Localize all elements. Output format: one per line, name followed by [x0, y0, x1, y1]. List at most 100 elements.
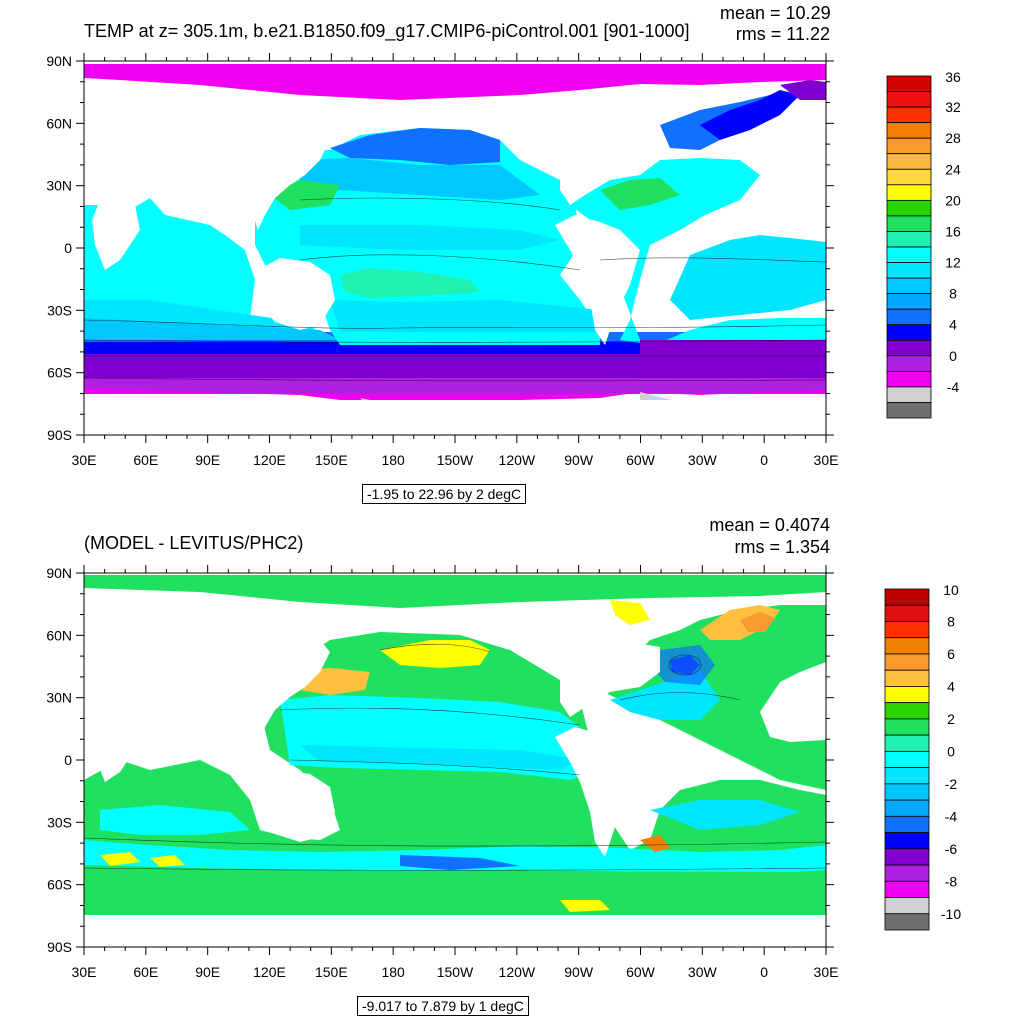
top-colorbar-swatch-2 [886, 106, 932, 124]
top-colorbar-swatch-6 [886, 168, 932, 186]
bottom-lon-label-0: 30E [72, 964, 97, 980]
bottom-colorbar-swatch-11 [884, 767, 930, 785]
top-colorbar-label-5: 16 [945, 223, 961, 239]
top-colorbar-label-6: 12 [945, 255, 961, 271]
top-lon-label-10: 30W [688, 452, 718, 468]
bottom-colorbar-swatch-1 [884, 604, 930, 622]
top-colorbar-swatch-3 [886, 122, 932, 139]
top-lat-label-3: 0 [64, 240, 72, 256]
bottom-colorbar-swatch-9 [884, 734, 930, 752]
bottom-colorbar-swatch-16 [884, 848, 930, 866]
bottom-colorbar-swatch-17 [884, 864, 930, 882]
bottom-lon-label-8: 90W [564, 964, 594, 980]
bottom-lon-label-7: 120W [499, 964, 536, 980]
bottom-lon-label-4: 150E [315, 964, 348, 980]
bottom-lon-label-1: 60E [133, 964, 158, 980]
bottom-colorbar-label-10: -10 [941, 906, 961, 922]
top-map [84, 61, 826, 435]
top-colorbar-swatch-21 [886, 402, 932, 419]
bottom-title: (MODEL - LEVITUS/PHC2) [84, 533, 304, 553]
top-colorbar-swatch-18 [886, 355, 932, 372]
top-colorbar-label-10: -4 [947, 379, 960, 395]
top-colorbar-swatch-14 [886, 293, 932, 310]
bottom-colorbar-label-1: 8 [947, 613, 955, 629]
bottom-lat-label-6: 90S [47, 939, 72, 955]
top-colorbar-swatch-9 [886, 215, 932, 232]
top-lat-label-6: 90S [47, 427, 72, 443]
top-colorbar-label-4: 20 [945, 192, 961, 208]
bottom-colorbar-swatch-10 [884, 750, 930, 769]
top-colorbar-label-7: 8 [949, 286, 957, 302]
bottom-colorbar-swatch-5 [884, 669, 930, 687]
bottom-colorbar: 10 8 6 4 2 0 -2 -4 -6 -8 -10 [884, 582, 961, 931]
top-colorbar-swatch-16 [886, 324, 932, 341]
top-lon-label-8: 90W [564, 452, 594, 468]
top-colorbar-label-1: 32 [945, 99, 961, 115]
bottom-colorbar-label-8: -6 [945, 841, 958, 857]
top-range-label: -1.95 to 22.96 by 2 degC [362, 484, 527, 504]
bottom-lat-label-0: 90N [46, 565, 72, 581]
top-mean: mean = 10.29 [720, 3, 831, 23]
top-colorbar-swatch-7 [886, 184, 932, 201]
bottom-map [84, 573, 826, 947]
bottom-colorbar-swatch-0 [884, 588, 930, 606]
top-lon-label-7: 120W [499, 452, 536, 468]
top-colorbar: 36 32 28 24 20 16 12 8 4 0 -4 [886, 69, 961, 419]
bottom-colorbar-swatch-19 [884, 897, 930, 915]
top-colorbar-swatch-12 [886, 262, 932, 279]
top-lon-label-5: 180 [381, 452, 405, 468]
bottom-colorbar-swatch-2 [884, 621, 930, 639]
top-colorbar-swatch-19 [886, 370, 932, 388]
top-lon-label-1: 60E [133, 452, 158, 468]
top-colorbar-swatch-1 [886, 91, 932, 108]
top-colorbar-label-9: 0 [949, 348, 957, 364]
bottom-colorbar-swatch-18 [884, 880, 930, 898]
top-colorbar-swatch-13 [886, 277, 932, 295]
top-lat-label-0: 90N [46, 53, 72, 69]
bottom-colorbar-label-0: 10 [943, 582, 959, 598]
bottom-range-label: -9.017 to 7.879 by 1 degC [357, 996, 529, 1016]
top-lat-label-1: 60N [46, 115, 72, 131]
bottom-colorbar-label-4: 2 [947, 711, 955, 727]
top-colorbar-label-2: 28 [945, 130, 961, 146]
bottom-lon-label-12: 30E [814, 964, 839, 980]
bottom-colorbar-swatch-13 [884, 799, 930, 817]
bottom-lon-label-9: 60W [626, 964, 656, 980]
top-colorbar-swatch-11 [886, 246, 932, 263]
bottom-lon-label-6: 150W [437, 964, 474, 980]
bottom-colorbar-label-5: 0 [947, 743, 955, 759]
top-lon-label-2: 90E [195, 452, 220, 468]
top-lon-label-11: 0 [760, 452, 768, 468]
top-colorbar-swatch-15 [886, 308, 932, 326]
bottom-colorbar-swatch-12 [884, 783, 930, 801]
bottom-colorbar-label-2: 6 [947, 646, 955, 662]
top-lat-label-4: 30S [47, 302, 72, 318]
bottom-colorbar-swatch-14 [884, 815, 930, 833]
bottom-colorbar-swatch-15 [884, 832, 930, 850]
bottom-colorbar-label-7: -4 [945, 808, 958, 824]
bottom-lon-label-3: 120E [253, 964, 286, 980]
bottom-lat-label-1: 60N [46, 627, 72, 643]
top-colorbar-swatch-8 [886, 199, 932, 217]
bottom-colorbar-swatch-20 [884, 913, 930, 931]
top-colorbar-label-8: 4 [949, 317, 957, 333]
top-lon-label-3: 120E [253, 452, 286, 468]
top-title: TEMP at z= 305.1m, b.e21.B1850.f09_g17.C… [84, 21, 690, 41]
bottom-lon-label-11: 0 [760, 964, 768, 980]
top-lat-label-2: 30N [46, 178, 72, 194]
bottom-colorbar-swatch-7 [884, 702, 930, 720]
top-colorbar-swatch-17 [886, 339, 932, 357]
bottom-lat-label-2: 30N [46, 690, 72, 706]
bottom-colorbar-label-9: -8 [945, 873, 958, 889]
top-colorbar-label-3: 24 [945, 161, 961, 177]
bottom-colorbar-swatch-3 [884, 637, 930, 655]
bottom-lon-label-2: 90E [195, 964, 220, 980]
top-lat-label-5: 60S [47, 365, 72, 381]
bottom-colorbar-label-3: 4 [947, 678, 955, 694]
top-lon-label-6: 150W [437, 452, 474, 468]
top-colorbar-swatch-5 [886, 153, 932, 170]
bottom-lat-label-3: 0 [64, 752, 72, 768]
